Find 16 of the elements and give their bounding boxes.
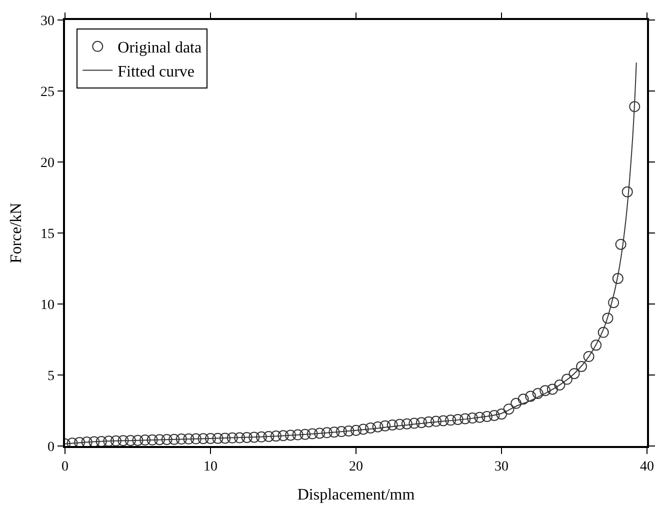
x-tick-label: 20 bbox=[349, 460, 363, 475]
y-tick-label: 10 bbox=[40, 298, 54, 313]
x-tick-label: 40 bbox=[640, 460, 654, 475]
y-tick-label: 30 bbox=[40, 14, 54, 29]
y-tick-label: 5 bbox=[47, 368, 54, 384]
x-tick-label: 0 bbox=[62, 460, 68, 475]
x-tick-label: 10 bbox=[204, 460, 218, 475]
x-tick-label: 30 bbox=[494, 460, 508, 475]
y-tick-label: 20 bbox=[40, 156, 54, 171]
y-tick-label: 0 bbox=[47, 440, 54, 455]
y-tick-label: 25 bbox=[40, 84, 54, 100]
legend-label: Original data bbox=[118, 40, 202, 57]
x-axis-title: Displacement/mm bbox=[297, 486, 416, 504]
legend-label: Fitted curve bbox=[118, 63, 195, 80]
y-axis-title: Force/kN bbox=[8, 202, 25, 264]
y-tick-label: 15 bbox=[40, 226, 54, 242]
